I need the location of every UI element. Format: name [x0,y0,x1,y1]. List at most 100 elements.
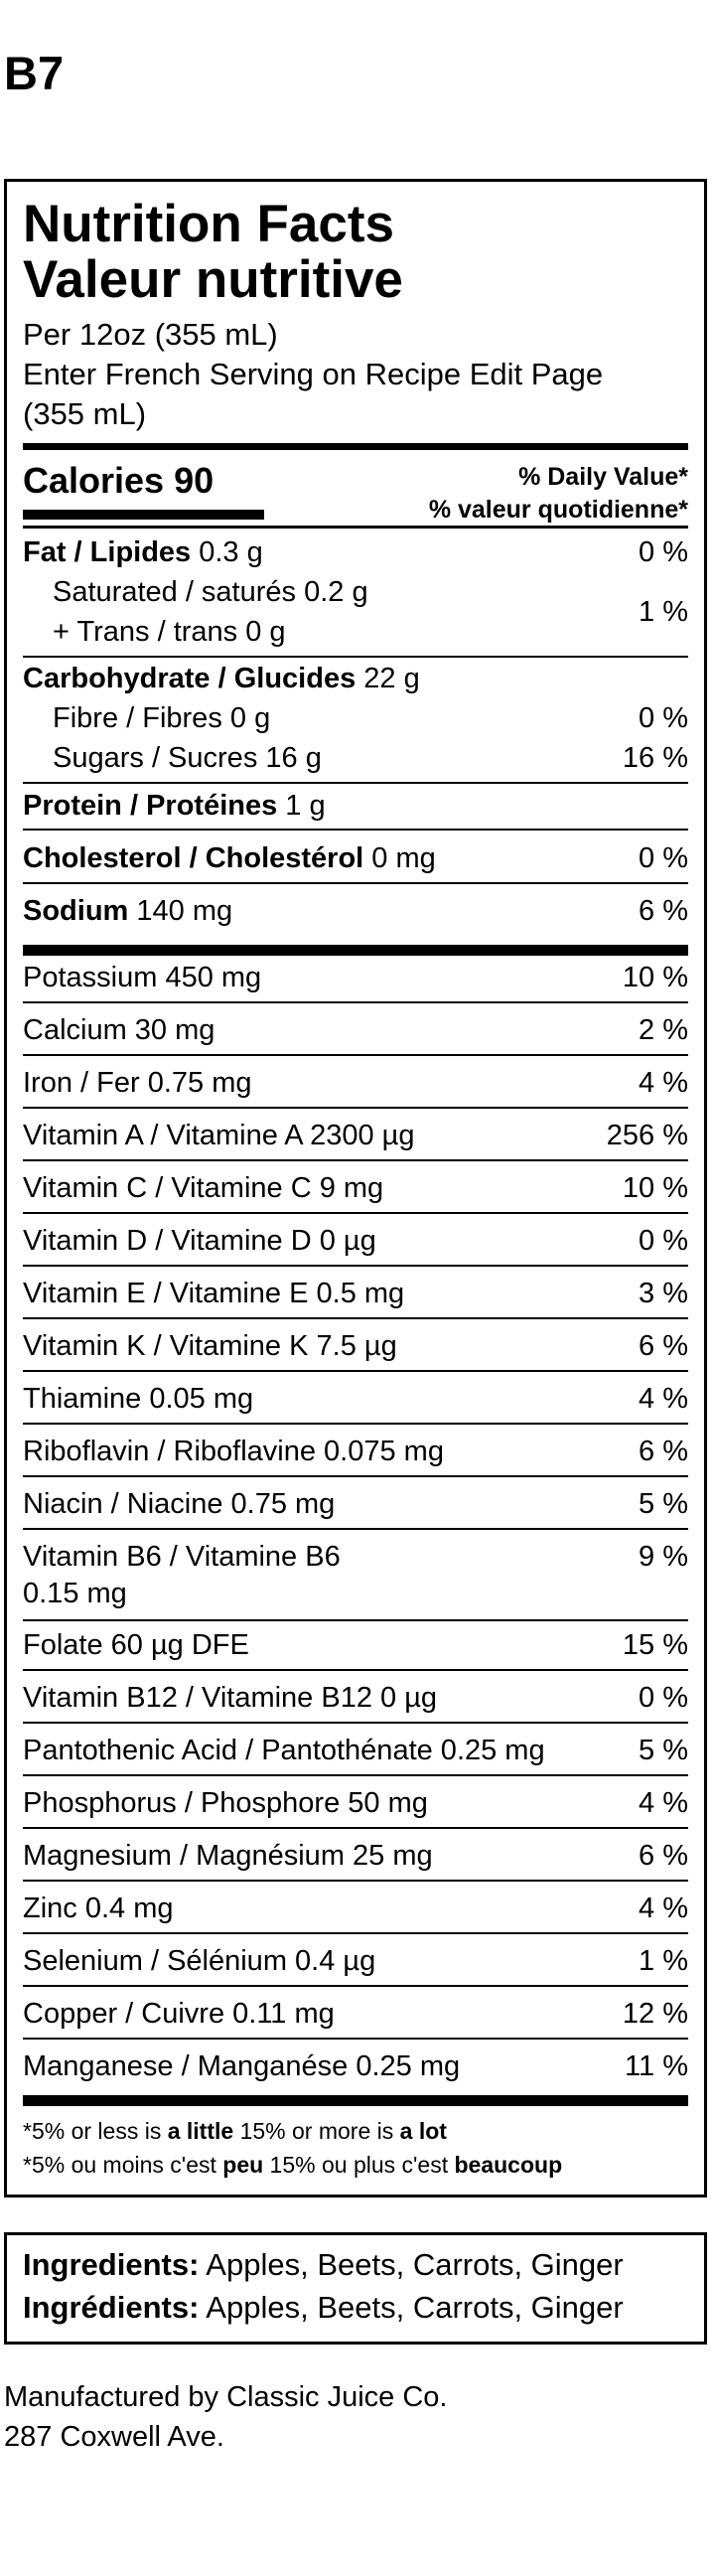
nutrient-dv: 6 % [639,1436,688,1467]
footnote-en: *5% or less is a little 15% or more is a… [23,2114,447,2148]
divider [23,1265,688,1267]
nutrient-label: Phosphorus / Phosphore 50 mg [23,1787,428,1819]
serving-size-metric: (355 mL) [23,396,147,431]
serving-size-line: Per 12oz (355 mL) [23,317,278,352]
nutrient-label: Manganese / Manganése 0.25 mg [23,2050,461,2082]
nutrient-dv: 6 % [639,1840,688,1872]
nutrient-row: Niacin / Niacine 0.75 mg 5 % [23,1484,688,1524]
vitamin-b6-dv: 9 % [639,1541,688,1573]
label-code: B7 [4,47,65,99]
sodium-dv: 6 % [639,895,688,927]
footnote-en-lot: a lot [399,2118,447,2144]
nutrient-dv: 11 % [625,2050,688,2082]
divider [23,1370,688,1372]
nutrient-dv: 0 % [639,1225,688,1257]
divider [23,1159,688,1161]
cholesterol-dv: 0 % [639,842,688,874]
fibre-amount: 0 g [229,702,271,734]
nutrient-label: Iron / Fer 0.75 mg [23,1067,252,1099]
saturated-label: Saturated / saturés [53,576,297,608]
sugars-amount: 16 g [265,742,322,774]
divider [23,1722,688,1724]
nutrient-label: Vitamin K / Vitamine K 7.5 µg [23,1330,397,1362]
divider [23,526,688,529]
cholesterol-label: Cholesterol / Cholestérol [23,842,364,874]
nutrient-label: Pantothenic Acid / Pantothénate 0.25 mg [23,1735,545,1766]
nutrient-row: Vitamin C / Vitamine C 9 mg 10 % [23,1168,688,1208]
nutrient-row: Vitamin K / Vitamine K 7.5 µg 6 % [23,1326,688,1366]
serving-size-line-fr: Enter French Serving on Recipe Edit Page [23,357,604,391]
nutrient-label: Calcium 30 mg [23,1014,215,1046]
nutrient-label: Thiamine 0.05 mg [23,1383,254,1415]
protein-label: Protein / Protéines [23,790,278,822]
fat-row: Fat / Lipides 0.3 g 0 % [23,532,688,572]
nutrition-facts-panel: Nutrition Facts Valeur nutritive Per 12o… [4,179,707,2197]
carbohydrate-amount: 22 g [363,663,420,694]
nutrient-dv: 4 % [639,1787,688,1819]
nutrient-row: Riboflavin / Riboflavine 0.075 mg 6 % [23,1432,688,1471]
divider [23,1619,688,1621]
fibre-label: Fibre / Fibres [53,702,222,734]
nutrient-dv: 2 % [639,1014,688,1046]
nutrient-row: Vitamin D / Vitamine D 0 µg 0 % [23,1221,688,1261]
calories-row: Calories 90 [23,463,214,499]
nutrient-row: Folate 60 µg DFE 15 % [23,1625,688,1665]
divider [23,1774,688,1776]
nutrient-label: Selenium / Sélénium 0.4 µg [23,1945,376,1977]
protein-row: Protein / Protéines 1 g [23,786,688,826]
nutrient-row: Zinc 0.4 mg 4 % [23,1889,688,1928]
nutrient-dv: 10 % [622,962,688,993]
vitamin-b6-amount-row: 0.15 mg [23,1574,688,1613]
nutrient-row: Vitamin E / Vitamine E 0.5 mg 3 % [23,1274,688,1313]
footnote-fr-little: peu [222,2152,264,2178]
divider [23,1317,688,1319]
divider [23,1212,688,1214]
ingredients-fr: Ingrédients: Apples, Beets, Carrots, Gin… [23,2288,624,2328]
calories-label: Calories [23,460,165,501]
sodium-label: Sodium [23,895,129,927]
sugars-row: Sugars / Sucres 16 g 16 % [23,738,688,778]
nutrient-dv: 10 % [622,1172,688,1204]
nutrient-row: Manganese / Manganése 0.25 mg 11 % [23,2046,688,2086]
nutrient-dv: 1 % [639,1945,688,1977]
footnote-en-middle: 15% or more is [233,2118,400,2144]
nutrient-dv: 4 % [639,1067,688,1099]
footnote-fr-lot: beaucoup [454,2152,563,2178]
ingredients-fr-text: Apples, Beets, Carrots, Ginger [199,2290,624,2325]
nutrient-dv: 6 % [639,1330,688,1362]
fibre-row: Fibre / Fibres 0 g 0 % [23,698,688,738]
divider [23,2038,688,2040]
daily-value-header-en: % Daily Value* [518,463,688,491]
divider [23,782,688,784]
ingredients-panel: Ingredients: Apples, Beets, Carrots, Gin… [4,2232,707,2345]
divider [23,1001,688,1003]
nutrient-dv: 4 % [639,1893,688,1924]
title-en: Nutrition Facts [23,195,394,253]
nutrient-row: Vitamin A / Vitamine A 2300 µg 256 % [23,1116,688,1155]
carbohydrate-label: Carbohydrate / Glucides [23,663,357,694]
sat-trans-dv: 1 % [639,596,688,628]
nutrient-row: Copper / Cuivre 0.11 mg 12 % [23,1994,688,2034]
footnote-fr-prefix: *5% ou moins c'est [23,2152,223,2178]
footnote-fr: *5% ou moins c'est peu 15% ou plus c'est… [23,2148,562,2182]
fat-amount: 0.3 g [199,536,263,568]
nutrient-row: Potassium 450 mg 10 % [23,958,688,997]
divider [23,1423,688,1425]
nutrient-row: Iron / Fer 0.75 mg 4 % [23,1063,688,1103]
divider [23,1054,688,1056]
thick-divider [23,2095,688,2106]
nutrient-row: Magnesium / Magnésium 25 mg 6 % [23,1836,688,1876]
footnote-en-prefix: *5% or less is [23,2118,168,2144]
nutrient-label: Vitamin D / Vitamine D 0 µg [23,1225,376,1257]
divider [23,656,688,658]
nutrient-label: Folate 60 µg DFE [23,1629,249,1661]
divider [23,1528,688,1530]
nutrient-dv: 5 % [639,1488,688,1520]
daily-value-header-fr: % valeur quotidienne* [428,496,688,524]
divider [23,829,688,831]
sodium-amount: 140 mg [136,895,233,927]
nutrient-row: Vitamin B12 / Vitamine B12 0 µg 0 % [23,1678,688,1718]
nutrient-label: Vitamin A / Vitamine A 2300 µg [23,1120,415,1151]
footnote-fr-middle: 15% ou plus c'est [263,2152,455,2178]
nutrient-label: Riboflavin / Riboflavine 0.075 mg [23,1436,444,1467]
